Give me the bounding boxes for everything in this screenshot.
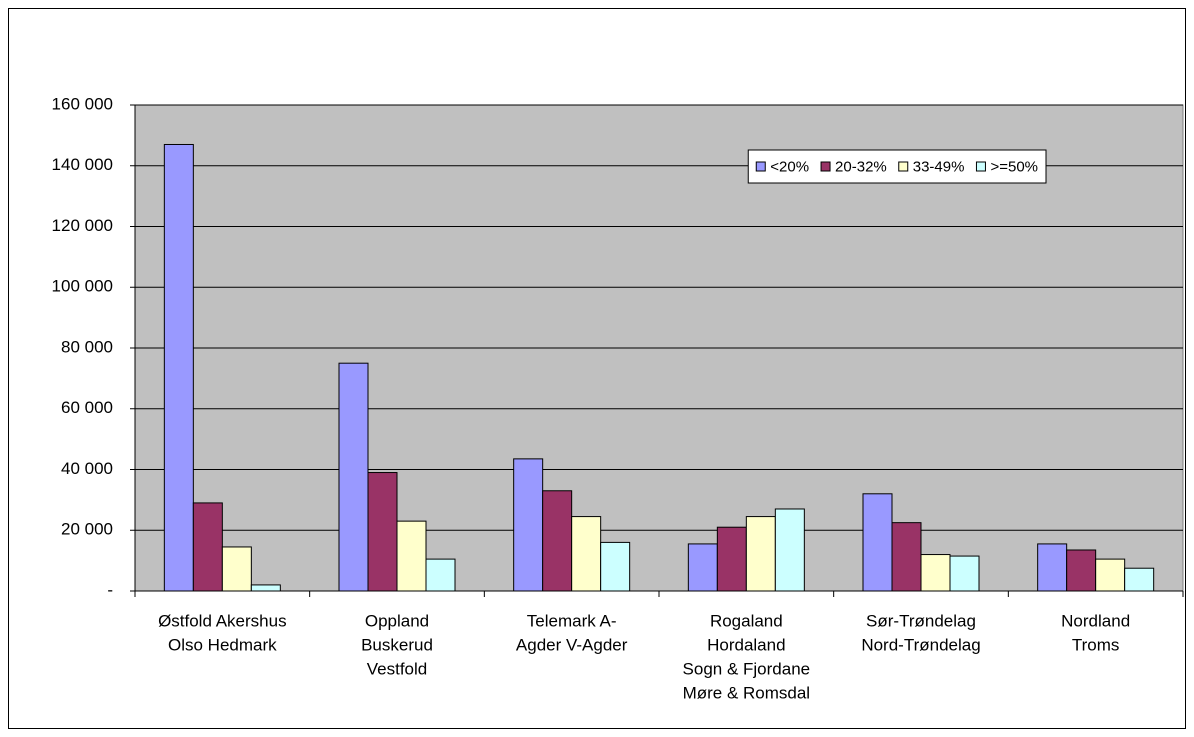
x-tick-label: Sogn & Fjordane [683,659,811,678]
x-tick-label: Nord-Trøndelag [861,635,980,654]
x-tick-label: Olso Hedmark [168,635,277,654]
bar [1037,543,1068,592]
bar [920,554,951,592]
legend-swatch [755,161,766,172]
bar [542,490,573,592]
y-tick-label: 60 000 [61,398,113,417]
legend: <20% 20-32% 33-49% >=50% [747,149,1047,184]
bar [862,493,893,592]
bar [1095,558,1126,592]
legend-label: >=50% [990,158,1038,175]
legend-swatch [975,161,986,172]
bar [571,516,602,592]
x-tick-label: Hordaland [707,635,785,654]
legend-swatch [820,161,831,172]
bar [891,522,922,592]
x-tick-label: Oppland [365,611,429,630]
bar [600,541,631,592]
legend-label: 20-32% [835,158,887,175]
legend-swatch [898,161,909,172]
x-tick-label: Sør-Trøndelag [866,611,976,630]
bar [513,458,544,592]
x-tick-label: Vestfold [367,659,428,678]
bar [250,584,281,592]
x-tick-label: Buskerud [361,635,433,654]
bar [425,558,456,592]
bar [949,555,980,592]
y-tick-label: 160 000 [52,94,113,113]
bar [1124,567,1155,592]
y-tick-label: - [107,580,113,599]
y-tick-label: 40 000 [61,459,113,478]
x-tick-label: Agder V-Agder [516,635,628,654]
x-tick-label: Troms [1072,635,1120,654]
legend-label: 33-49% [913,158,965,175]
y-tick-label: 20 000 [61,520,113,539]
bar [221,546,252,592]
bar [163,143,194,592]
y-tick-label: 80 000 [61,337,113,356]
legend-box [747,149,1047,184]
y-tick-label: 120 000 [52,216,113,235]
y-tick-label: 140 000 [52,155,113,174]
bar [1066,549,1097,592]
bar [716,526,747,592]
legend-label: <20% [770,158,809,175]
bar [192,502,223,592]
bar [745,516,776,592]
y-tick-label: 100 000 [52,277,113,296]
bar [774,508,805,592]
bar [338,362,369,592]
x-tick-label: Møre & Romsdal [683,683,811,702]
bar [687,543,718,592]
bar [367,472,398,592]
x-tick-label: Rogaland [710,611,783,630]
x-tick-label: Østfold Akershus [158,611,287,630]
bar [396,520,427,592]
x-tick-label: Telemark A- [527,611,617,630]
x-tick-label: Nordland [1061,611,1130,630]
